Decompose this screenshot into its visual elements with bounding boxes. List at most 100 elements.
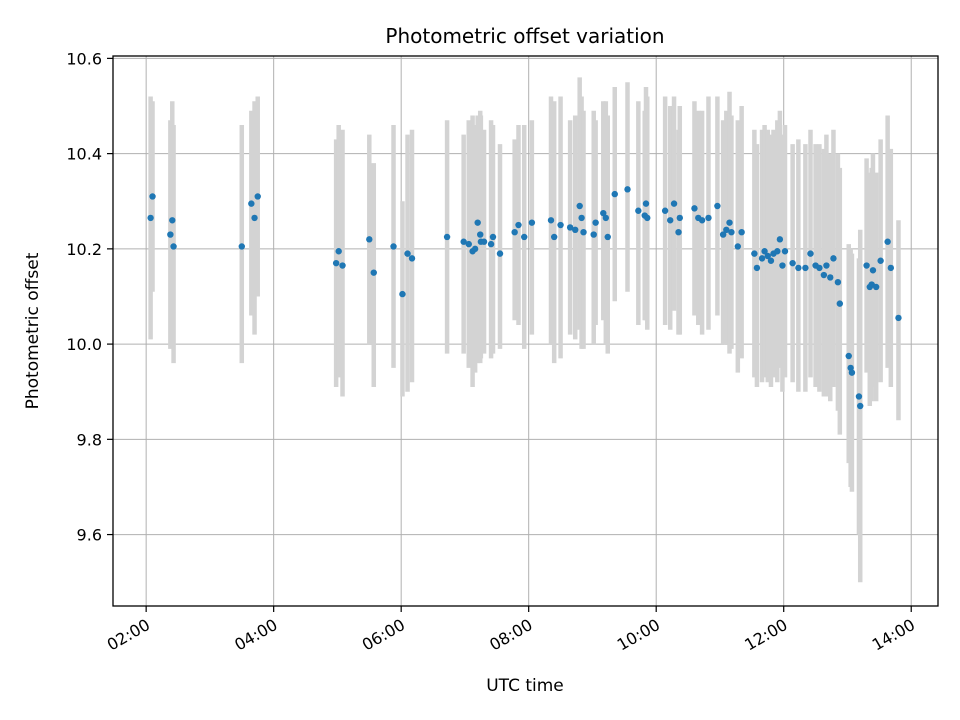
data-point [758,255,766,262]
data-point [489,233,497,241]
data-point [566,224,574,231]
data-point [738,228,745,236]
y-tick-label: 10.0 [66,335,102,354]
data-point [723,226,730,234]
data-point [576,202,583,210]
data-point [728,228,735,236]
data-point [169,217,176,224]
data-point [887,264,895,272]
y-axis-label: Photometric offset [23,252,43,409]
data-point [661,207,669,214]
data-point [550,233,558,241]
data-point [863,262,870,269]
y-tick-label: 10.2 [66,240,102,259]
data-point [600,209,607,217]
data-point [624,186,631,193]
data-points [147,186,902,410]
data-point [370,269,377,276]
data-point [834,278,842,286]
data-point [753,264,761,272]
data-point [845,352,852,360]
data-point [248,200,255,207]
data-point [705,214,712,222]
data-point [167,231,174,238]
data-point [572,226,579,234]
data-point [602,214,610,222]
data-point [836,300,844,307]
data-point [590,231,597,238]
y-tick-label: 10.4 [66,145,102,164]
data-point [719,231,727,238]
data-point [774,248,781,255]
data-point [477,231,484,238]
data-point [578,214,585,222]
data-point [761,248,768,255]
data-point [691,205,698,212]
y-tick-label: 10.6 [66,49,102,68]
data-point [238,243,245,250]
data-point [895,314,902,322]
data-point [254,193,261,200]
data-point [443,233,451,241]
data-point [644,214,651,222]
y-tick-label: 9.6 [77,526,102,545]
data-point [460,238,467,245]
data-point [767,257,775,264]
data-point [147,214,154,222]
data-point [496,250,504,257]
data-point [675,228,682,236]
data-point [580,228,587,236]
data-point [827,274,834,281]
data-point [251,214,258,222]
y-axis-ticks: 9.6 9.8 10.0 10.2 10.4 10.6 [66,49,113,545]
data-point [170,243,177,250]
data-point [807,250,814,257]
data-point [408,255,416,262]
data-point [830,255,837,262]
data-point [795,264,802,272]
data-point [676,214,683,222]
data-point [471,245,479,253]
data-point [487,240,495,248]
data-point [726,219,733,226]
data-point [642,200,650,207]
data-point [366,236,373,243]
data-point [399,290,406,298]
data-point [592,219,599,226]
y-tick-label: 9.8 [77,430,102,449]
data-point [857,402,864,410]
data-point [816,264,823,272]
data-point [776,236,784,243]
data-point [515,221,522,229]
plot-area-frame [112,55,939,607]
data-point [734,243,742,250]
data-point [670,200,678,207]
data-point [611,190,618,198]
data-point [474,219,481,226]
data-point [714,202,721,210]
data-point [779,262,786,269]
data-point [820,271,828,279]
chart-title: Photometric offset variation [385,24,664,48]
data-point [667,217,674,224]
data-point [557,221,564,229]
data-point [528,219,536,226]
data-point [781,248,789,255]
data-point [789,259,796,267]
x-axis-label: UTC time [486,676,564,696]
data-point [604,233,611,241]
data-point [698,217,706,224]
data-point [511,228,518,236]
data-point [802,264,809,272]
data-point [884,238,891,245]
data-point [877,257,884,264]
data-point [332,259,340,267]
data-point [480,238,488,245]
data-point [635,207,642,214]
data-point [335,248,342,255]
data-point [547,217,555,224]
data-point [465,240,472,248]
data-point [848,369,856,376]
data-point [823,262,830,269]
